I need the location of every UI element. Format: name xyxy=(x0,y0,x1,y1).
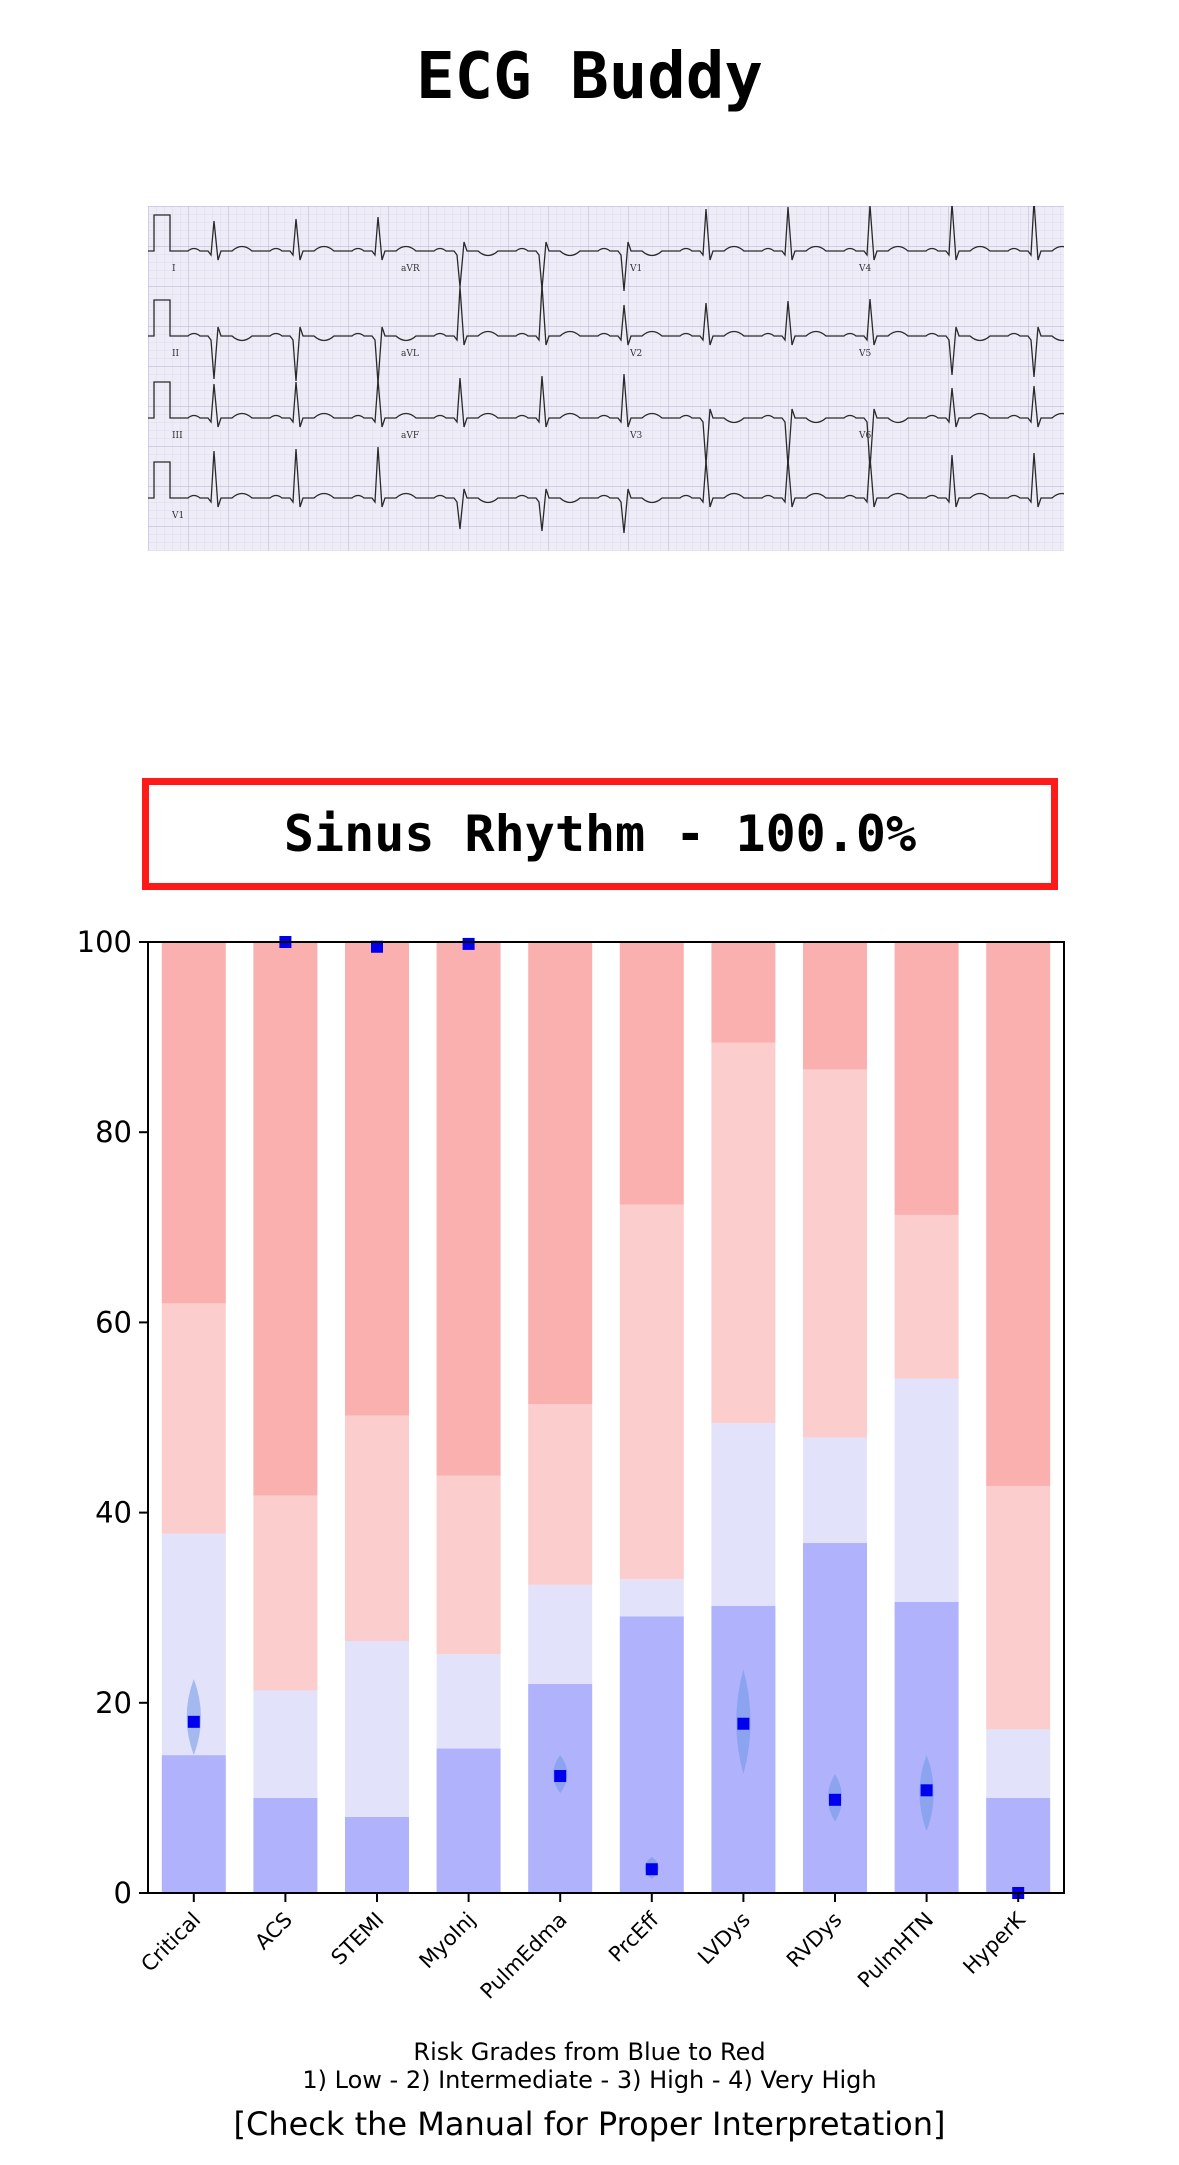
ecg-lead-label: V5 xyxy=(858,349,871,359)
risk-marker xyxy=(920,1784,933,1797)
risk-bar-segment xyxy=(986,942,1051,1486)
ecg-lead-trace xyxy=(148,373,1064,469)
risk-bar-segment xyxy=(894,1601,959,1893)
risk-bar-segment xyxy=(619,1204,684,1580)
risk-bar-segment xyxy=(894,942,959,1215)
risk-bar-segment xyxy=(345,1640,409,1817)
risk-bar-segment xyxy=(711,1423,776,1606)
risk-bar-segment xyxy=(436,1475,501,1655)
risk-bar-segment xyxy=(345,1415,409,1641)
ecg-lead-trace xyxy=(148,206,1064,292)
risk-bar-segment xyxy=(803,1069,867,1438)
risk-bar-segment xyxy=(803,1437,867,1544)
risk-bar-segment xyxy=(803,1543,867,1893)
risk-bar-segment xyxy=(161,1303,226,1534)
risk-bar-segment xyxy=(711,942,776,1043)
risk-bar-segment xyxy=(253,1690,318,1798)
xlabel-line1: Risk Grades from Blue to Red xyxy=(413,2038,766,2066)
risk-marker xyxy=(645,1863,658,1876)
risk-bar-segment xyxy=(436,1748,501,1893)
risk-bar-segment xyxy=(619,1616,684,1893)
risk-bar-segment xyxy=(803,942,867,1070)
ecg-lead-label: V1 xyxy=(629,264,642,274)
x-tick-label: Critical xyxy=(136,1908,205,1977)
risk-bar-segment xyxy=(986,1797,1051,1893)
x-tick-label: PulmEdma xyxy=(476,1908,572,2004)
risk-bar-segment xyxy=(894,1214,959,1379)
risk-bar-segment xyxy=(619,942,684,1205)
manual-note: [Check the Manual for Proper Interpretat… xyxy=(233,2105,946,2143)
y-tick-label: 80 xyxy=(95,1115,132,1149)
y-tick-label: 100 xyxy=(77,925,132,959)
risk-bar-segment xyxy=(253,1797,318,1893)
x-tick-label: LVDys xyxy=(693,1908,755,1970)
ecg-lead-label: aVL xyxy=(401,349,419,359)
x-tick-label: MyoInj xyxy=(415,1908,481,1974)
risk-bar-segment xyxy=(986,1729,1051,1798)
risk-bar-segment xyxy=(436,942,501,1476)
ecg-lead-label: V2 xyxy=(629,349,642,359)
risk-marker xyxy=(187,1715,200,1728)
ecg-lead-trace xyxy=(148,446,1064,534)
risk-marker xyxy=(462,937,475,950)
risk-bar-segment xyxy=(253,942,318,1496)
ecg-lead-label: aVF xyxy=(401,431,419,441)
app-title: ECG Buddy xyxy=(416,40,763,114)
ecg-lead-label: V6 xyxy=(858,431,871,441)
x-tick-label: RVDys xyxy=(782,1908,847,1973)
ecg-lead-label: V3 xyxy=(629,431,642,441)
y-tick-label: 20 xyxy=(95,1686,132,1720)
risk-bar-segment xyxy=(711,1042,776,1424)
ecg-lead-label: aVR xyxy=(401,264,420,274)
risk-marker xyxy=(829,1793,841,1806)
ecg-lead-label: V1 xyxy=(171,511,184,521)
xlabel-line2: 1) Low - 2) Intermediate - 3) High - 4) … xyxy=(302,2066,877,2094)
x-tick-label: PulmHTN xyxy=(853,1908,938,1993)
y-tick-label: 60 xyxy=(95,1305,132,1339)
risk-bar-segment xyxy=(986,1485,1051,1730)
ecg-lead-label: III xyxy=(172,431,183,441)
result-text: Sinus Rhythm - 100.0% xyxy=(283,805,917,863)
risk-bar-segment xyxy=(436,1654,501,1749)
ecg-lead-label: V4 xyxy=(858,264,871,274)
risk-bar-segment xyxy=(528,1584,593,1684)
ecg-lead-trace xyxy=(148,284,1064,384)
risk-bar-segment xyxy=(161,1755,226,1893)
x-tick-label: PrcEff xyxy=(604,1907,664,1967)
y-tick-label: 0 xyxy=(114,1876,132,1910)
risk-bar-segment xyxy=(253,1495,318,1691)
risk-marker xyxy=(554,1770,567,1783)
x-tick-label: ACS xyxy=(250,1908,297,1955)
plot-frame xyxy=(147,941,1065,1894)
result-box: Sinus Rhythm - 100.0% xyxy=(142,778,1058,890)
risk-marker xyxy=(737,1717,750,1730)
risk-bar-segment xyxy=(345,942,409,1416)
risk-bar-segment xyxy=(345,1816,409,1893)
x-tick-label: HyperK xyxy=(958,1907,1030,1979)
risk-bar-segment xyxy=(894,1378,959,1602)
ecg-lead-label: I xyxy=(172,264,176,274)
x-tick-label: STEMI xyxy=(326,1908,388,1970)
risk-bar-segment xyxy=(619,1579,684,1617)
risk-bar-segment xyxy=(528,1404,593,1585)
risk-bar-segment xyxy=(161,942,226,1304)
risk-bar-segment xyxy=(528,942,593,1405)
ecg-lead-label: II xyxy=(172,349,180,359)
risk-chart: 0 20 40 60 80 100 Critical ACS STEMI MyoInjPulmEd… xyxy=(77,925,1065,2004)
y-tick-label: 40 xyxy=(95,1496,132,1530)
risk-marker xyxy=(371,940,383,953)
